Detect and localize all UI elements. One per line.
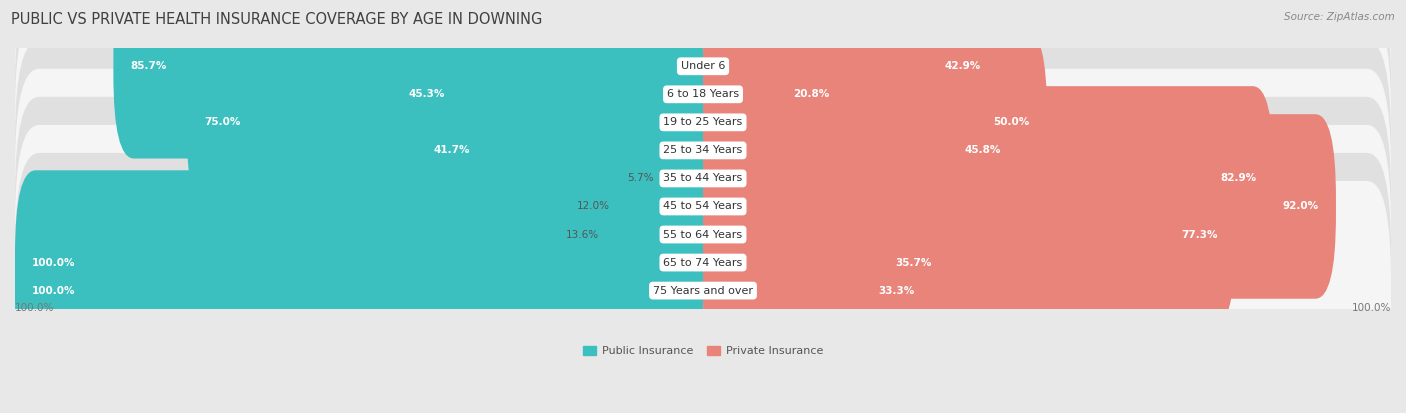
Text: 75.0%: 75.0%	[204, 117, 240, 127]
Text: 65 to 74 Years: 65 to 74 Years	[664, 258, 742, 268]
FancyBboxPatch shape	[703, 114, 1336, 299]
Text: 45.3%: 45.3%	[409, 89, 444, 99]
Text: 100.0%: 100.0%	[1351, 303, 1391, 313]
FancyBboxPatch shape	[15, 0, 1391, 176]
FancyBboxPatch shape	[609, 142, 703, 327]
Text: 35.7%: 35.7%	[896, 258, 931, 268]
Text: 13.6%: 13.6%	[567, 230, 599, 240]
FancyBboxPatch shape	[15, 13, 1391, 232]
Text: 42.9%: 42.9%	[945, 61, 981, 71]
Text: 12.0%: 12.0%	[576, 202, 610, 211]
Text: 100.0%: 100.0%	[32, 258, 76, 268]
Text: 100.0%: 100.0%	[32, 285, 76, 296]
FancyBboxPatch shape	[15, 170, 703, 355]
FancyBboxPatch shape	[703, 0, 998, 159]
FancyBboxPatch shape	[15, 198, 703, 383]
FancyBboxPatch shape	[15, 181, 1391, 400]
FancyBboxPatch shape	[703, 198, 932, 383]
FancyBboxPatch shape	[703, 142, 1234, 327]
Text: 75 Years and over: 75 Years and over	[652, 285, 754, 296]
Text: 45.8%: 45.8%	[965, 145, 1001, 155]
FancyBboxPatch shape	[15, 0, 1391, 204]
Text: 41.7%: 41.7%	[433, 145, 470, 155]
Text: 100.0%: 100.0%	[15, 303, 55, 313]
FancyBboxPatch shape	[703, 170, 949, 355]
Text: 82.9%: 82.9%	[1220, 173, 1256, 183]
Text: 55 to 64 Years: 55 to 64 Years	[664, 230, 742, 240]
Text: Under 6: Under 6	[681, 61, 725, 71]
FancyBboxPatch shape	[661, 156, 706, 201]
Text: 35 to 44 Years: 35 to 44 Years	[664, 173, 742, 183]
FancyBboxPatch shape	[15, 69, 1391, 288]
FancyBboxPatch shape	[15, 97, 1391, 316]
FancyBboxPatch shape	[703, 86, 1274, 271]
Text: 92.0%: 92.0%	[1282, 202, 1319, 211]
Text: PUBLIC VS PRIVATE HEALTH INSURANCE COVERAGE BY AGE IN DOWNING: PUBLIC VS PRIVATE HEALTH INSURANCE COVER…	[11, 12, 543, 27]
FancyBboxPatch shape	[15, 125, 1391, 344]
FancyBboxPatch shape	[416, 58, 703, 243]
Text: 85.7%: 85.7%	[131, 61, 167, 71]
Text: 77.3%: 77.3%	[1181, 230, 1218, 240]
FancyBboxPatch shape	[15, 153, 1391, 372]
Text: 20.8%: 20.8%	[793, 89, 830, 99]
FancyBboxPatch shape	[620, 114, 703, 299]
FancyBboxPatch shape	[15, 41, 1391, 260]
FancyBboxPatch shape	[703, 58, 1018, 243]
FancyBboxPatch shape	[703, 30, 1047, 215]
FancyBboxPatch shape	[391, 2, 703, 187]
Text: 5.7%: 5.7%	[627, 173, 654, 183]
Legend: Public Insurance, Private Insurance: Public Insurance, Private Insurance	[579, 341, 827, 361]
FancyBboxPatch shape	[187, 30, 703, 215]
FancyBboxPatch shape	[114, 0, 703, 159]
Text: 45 to 54 Years: 45 to 54 Years	[664, 202, 742, 211]
Text: 25 to 34 Years: 25 to 34 Years	[664, 145, 742, 155]
Text: Source: ZipAtlas.com: Source: ZipAtlas.com	[1284, 12, 1395, 22]
Text: 33.3%: 33.3%	[879, 285, 915, 296]
Text: 6 to 18 Years: 6 to 18 Years	[666, 89, 740, 99]
Text: 19 to 25 Years: 19 to 25 Years	[664, 117, 742, 127]
FancyBboxPatch shape	[703, 2, 846, 187]
Text: 50.0%: 50.0%	[994, 117, 1029, 127]
